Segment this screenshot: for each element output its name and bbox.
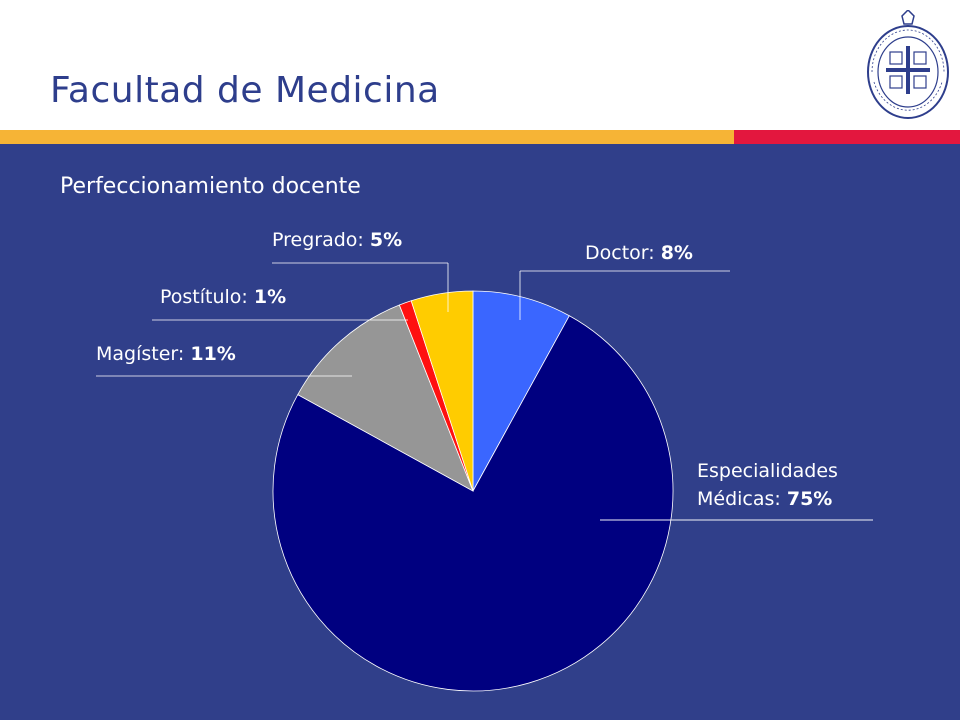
- slice-value-label: 5%: [370, 229, 402, 251]
- accent-bar-yellow: [0, 130, 734, 144]
- slice-label: Pregrado: 5%: [272, 229, 402, 251]
- page-title: Facultad de Medicina: [50, 70, 440, 111]
- slice-label: Postítulo: 1%: [160, 286, 286, 308]
- pie-slice-magíster: [297, 304, 474, 492]
- header: Facultad de Medicina: [0, 0, 960, 130]
- slice-label: Especialidades: [697, 460, 838, 482]
- slice-value-label: 75%: [787, 488, 832, 510]
- slice-label: Doctor: 8%: [585, 242, 693, 264]
- pie-slice-especialidades-médicas: [272, 315, 674, 692]
- accent-bar-red: [734, 130, 960, 144]
- pie-slice-doctor: [472, 290, 570, 492]
- slice-value-label: 8%: [661, 242, 693, 264]
- pie-slice-pregrado: [410, 290, 474, 492]
- slice-value-label: 11%: [190, 343, 235, 365]
- slice-value-label: 1%: [254, 286, 286, 308]
- slice-label: Médicas: 75%: [697, 488, 832, 510]
- university-seal-icon: [867, 10, 949, 119]
- slice-label: Magíster: 11%: [96, 343, 236, 365]
- chart-subtitle: Perfeccionamiento docente: [60, 174, 361, 199]
